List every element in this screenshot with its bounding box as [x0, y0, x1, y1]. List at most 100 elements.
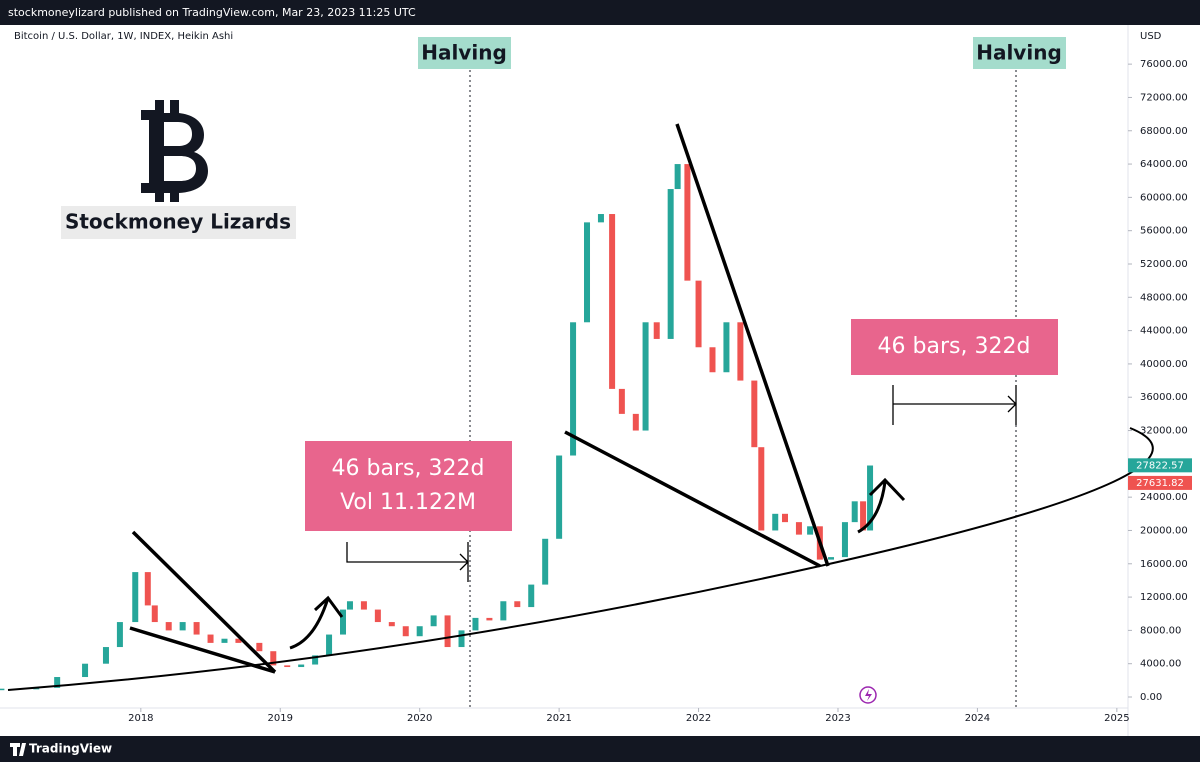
candle	[642, 322, 649, 431]
y-tick-label: 20000.00	[1140, 525, 1188, 536]
candle	[388, 622, 395, 627]
tv-logo	[10, 743, 26, 756]
footer-text: TradingView	[29, 742, 112, 756]
header-text: stockmoneylizard published on TradingVie…	[8, 6, 416, 19]
candle	[82, 663, 89, 678]
candle	[570, 322, 577, 456]
candle	[346, 601, 353, 610]
candle	[54, 677, 61, 688]
candle	[772, 513, 779, 531]
plot: 0.00 4000.00 8000.00 12000.00 16000.00 20000.…	[0, 59, 1188, 724]
candle	[116, 622, 123, 648]
candle	[256, 642, 263, 652]
brand-box	[61, 206, 296, 239]
candle	[867, 465, 874, 531]
candle	[860, 501, 867, 531]
candle	[298, 664, 305, 668]
candle	[723, 322, 730, 373]
x-tick-label: 2022	[686, 713, 711, 724]
y-tick-label: 40000.00	[1140, 359, 1188, 370]
trend-line	[129, 626, 276, 674]
candle	[326, 634, 333, 656]
candle	[235, 638, 242, 643]
candle	[851, 501, 858, 523]
candle	[416, 626, 423, 637]
candle	[632, 413, 639, 431]
brand-label: Stockmoney Lizards	[65, 210, 291, 234]
candle	[207, 634, 214, 643]
candle	[542, 538, 549, 585]
y-tick-label: 8000.00	[1140, 625, 1181, 636]
candle	[528, 584, 535, 608]
candle	[781, 513, 788, 523]
candle	[132, 572, 139, 623]
candle	[270, 651, 277, 666]
candle	[709, 347, 716, 373]
candle	[597, 214, 604, 223]
candle	[402, 626, 409, 637]
price-marker-label: 27631.82	[1136, 478, 1184, 489]
event-icon[interactable]	[859, 686, 877, 704]
candle	[284, 665, 291, 668]
measure-box	[305, 441, 512, 531]
candle	[430, 615, 437, 627]
measure-label: 46 bars, 322d	[332, 456, 485, 481]
candle	[374, 609, 381, 623]
arrow	[857, 477, 906, 534]
trend-line	[675, 123, 830, 567]
candle	[695, 280, 702, 348]
y-tick-label: 76000.00	[1140, 59, 1188, 70]
halving-box	[973, 37, 1066, 69]
candle	[458, 630, 465, 648]
x-tick-label: 2023	[825, 713, 850, 724]
candle	[584, 222, 591, 323]
candle	[807, 526, 814, 535]
x-tick-label: 2025	[1104, 713, 1129, 724]
y-axis-label: USD	[1140, 31, 1162, 42]
x-tick-label: 2021	[546, 713, 571, 724]
event-icon	[865, 689, 872, 701]
candle	[828, 557, 835, 560]
halving-label: Halving	[421, 41, 507, 65]
trend-line	[131, 530, 277, 674]
price-marker-label: 27822.57	[1136, 460, 1184, 471]
y-tick-label: 48000.00	[1140, 292, 1188, 303]
candle	[841, 522, 848, 558]
candle	[144, 572, 151, 606]
y-tick-label: 64000.00	[1140, 159, 1188, 170]
y-tick-label: 72000.00	[1140, 92, 1188, 103]
candle	[667, 189, 674, 339]
candle	[193, 622, 200, 635]
x-tick-label: 2024	[965, 713, 990, 724]
candle	[684, 164, 691, 281]
candle	[221, 638, 228, 643]
y-tick-label: 4000.00	[1140, 659, 1181, 670]
candle	[556, 455, 563, 539]
candle	[609, 214, 616, 389]
price-marker	[1128, 458, 1192, 473]
candle	[514, 601, 521, 608]
x-tick-label: 2019	[268, 713, 293, 724]
candle	[360, 601, 367, 610]
y-tick-label: 60000.00	[1140, 192, 1188, 203]
candle	[653, 322, 660, 339]
arrow	[289, 595, 344, 650]
candle	[102, 647, 109, 664]
x-tick-label: 2018	[128, 713, 153, 724]
candle	[340, 609, 347, 635]
candle	[165, 622, 172, 631]
halving-label: Halving	[976, 41, 1062, 65]
y-tick-label: 68000.00	[1140, 126, 1188, 137]
candle	[618, 388, 625, 414]
candle	[795, 522, 802, 535]
candle	[472, 617, 479, 631]
candle	[179, 622, 186, 631]
candle	[312, 655, 319, 665]
header-bar	[0, 0, 1200, 25]
footer-bar	[0, 736, 1200, 762]
y-tick-label: 52000.00	[1140, 259, 1188, 270]
measure-line	[892, 385, 1017, 425]
chart-title: Bitcoin / U.S. Dollar, 1W, INDEX, Heikin…	[14, 31, 233, 42]
candle	[758, 447, 765, 531]
candle	[444, 615, 451, 648]
